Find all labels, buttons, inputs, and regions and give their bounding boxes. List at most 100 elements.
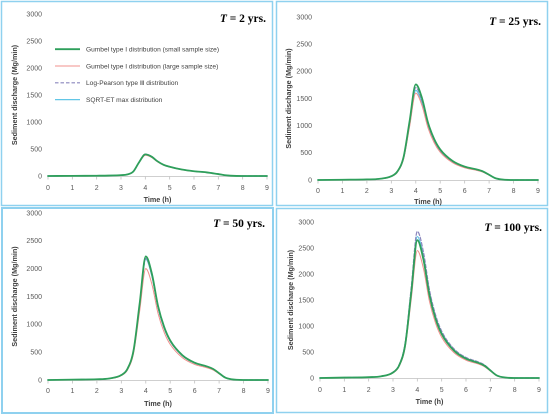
x-tick-label: 9 xyxy=(265,185,269,192)
y-tick-label: 500 xyxy=(300,150,312,157)
x-tick-label: 8 xyxy=(513,387,517,394)
series-line xyxy=(317,87,539,181)
x-tick-label: 7 xyxy=(216,185,220,192)
x-tick-label: 8 xyxy=(512,188,516,195)
x-tick-label: 1 xyxy=(342,387,346,394)
title-text: = 100 yrs. xyxy=(491,222,542,234)
y-tick-label: 2000 xyxy=(26,266,42,273)
legend-label: Gumbel type I distribution (small sample… xyxy=(86,47,219,54)
legend: Gumbel type I distribution (small sample… xyxy=(55,47,219,104)
y-tick-label: 1000 xyxy=(296,123,312,130)
chart-panel: 0 1 2 3 4 5 6 7 8 9 0 500 1000 1500 2000 2500 3000 Time (… xyxy=(0,0,274,207)
x-tick-label: 0 xyxy=(46,388,50,395)
x-axis-title: Time (h) xyxy=(416,397,444,406)
x-tick-label: 8 xyxy=(241,185,245,192)
y-tick-label: 3000 xyxy=(26,210,42,217)
y-tick-label: 500 xyxy=(30,350,42,357)
panel-border xyxy=(275,0,549,207)
title-text: = 50 yrs. xyxy=(220,218,265,230)
y-tick-label: 2000 xyxy=(298,271,314,278)
x-axis-title: Time (h) xyxy=(414,197,442,206)
x-tick-label: 3 xyxy=(391,387,395,394)
x-tick-label: 7 xyxy=(487,188,491,195)
legend-item: Gumbel type I distribution (small sample… xyxy=(55,47,219,54)
y-tick-label: 1000 xyxy=(26,119,42,126)
y-tick-label: 3000 xyxy=(26,11,42,18)
y-tick-label: 2500 xyxy=(296,42,312,49)
y-tick-label: 2000 xyxy=(26,65,42,72)
title-symbol: T xyxy=(489,16,497,28)
y-tick-label: 2500 xyxy=(26,238,42,245)
series-line xyxy=(47,153,268,177)
panel-border xyxy=(275,207,549,414)
panel-border xyxy=(1,207,274,414)
legend-label: Log-Pearson type Ⅲ distribution xyxy=(86,80,178,87)
chart-title: T = 50 yrs. xyxy=(213,218,265,230)
y-tick-label: 1500 xyxy=(296,96,312,103)
y-axis-title: Sediment discharge (Mg/min) xyxy=(10,246,19,347)
panel-border xyxy=(0,0,274,207)
series-line xyxy=(317,83,539,181)
legend-item: Log-Pearson type Ⅲ distribution xyxy=(55,80,178,87)
series-line xyxy=(47,255,269,381)
x-tick-label: 4 xyxy=(414,188,418,195)
legend-item: Gumbel type I distribution (large sample… xyxy=(55,63,218,70)
x-tick-label: 2 xyxy=(95,388,99,395)
title-text: = 25 yrs. xyxy=(496,16,541,28)
y-axis-title: Sediment discharge (Mg/min) xyxy=(286,249,295,350)
x-tick-label: 9 xyxy=(537,387,541,394)
x-tick-label: 9 xyxy=(536,188,540,195)
y-tick-label: 1000 xyxy=(298,323,314,330)
series-group xyxy=(47,255,269,381)
x-tick-label: 6 xyxy=(464,387,468,394)
x-tick-label: 9 xyxy=(266,388,270,395)
x-tick-label: 4 xyxy=(144,388,148,395)
y-tick-label: 0 xyxy=(308,177,312,184)
chart-panel: 0 1 2 3 4 5 6 7 8 9 0 500 1000 1500 2000 2500 3000 Time (… xyxy=(1,207,274,414)
y-tick-label: 3000 xyxy=(298,219,314,226)
x-tick-label: 3 xyxy=(119,185,123,192)
legend-item: SQRT-ET max distribution xyxy=(55,97,163,104)
series-line xyxy=(317,92,539,181)
x-tick-label: 6 xyxy=(193,388,197,395)
series-group xyxy=(317,83,539,181)
x-tick-label: 1 xyxy=(70,185,74,192)
x-tick-label: 0 xyxy=(46,185,50,192)
series-group xyxy=(47,153,268,177)
y-tick-label: 500 xyxy=(30,146,42,153)
chart-title: T = 100 yrs. xyxy=(484,222,542,234)
x-tick-label: 5 xyxy=(168,185,172,192)
title-text: = 2 yrs. xyxy=(227,13,266,25)
x-tick-label: 2 xyxy=(367,387,371,394)
title-symbol: T xyxy=(213,218,221,230)
y-tick-label: 2500 xyxy=(26,38,42,45)
x-tick-label: 4 xyxy=(415,387,419,394)
series-line xyxy=(47,153,268,177)
y-tick-label: 1500 xyxy=(26,294,42,301)
x-tick-label: 6 xyxy=(192,185,196,192)
legend-label: SQRT-ET max distribution xyxy=(86,97,163,104)
y-tick-label: 1500 xyxy=(26,92,42,99)
series-line xyxy=(47,258,269,381)
x-axis-title: Time (h) xyxy=(144,195,172,204)
x-tick-label: 6 xyxy=(463,188,467,195)
series-line xyxy=(47,268,269,381)
y-tick-label: 0 xyxy=(310,375,314,382)
title-symbol: T xyxy=(484,222,492,234)
x-tick-label: 2 xyxy=(95,185,99,192)
y-tick-label: 1000 xyxy=(26,322,42,329)
chart-title: T = 2 yrs. xyxy=(220,13,266,25)
y-axis-title: Sediment discharge (Mg/min) xyxy=(10,44,19,145)
x-tick-label: 1 xyxy=(70,388,74,395)
series-line xyxy=(319,250,540,379)
title-symbol: T xyxy=(220,13,228,25)
y-tick-label: 0 xyxy=(38,377,42,384)
series-line xyxy=(319,230,540,379)
x-tick-label: 8 xyxy=(242,388,246,395)
series-line xyxy=(317,89,539,181)
y-tick-label: 500 xyxy=(302,349,314,356)
x-tick-label: 5 xyxy=(440,387,444,394)
series-line xyxy=(319,239,540,379)
legend-label: Gumbel type I distribution (large sample… xyxy=(86,63,218,70)
